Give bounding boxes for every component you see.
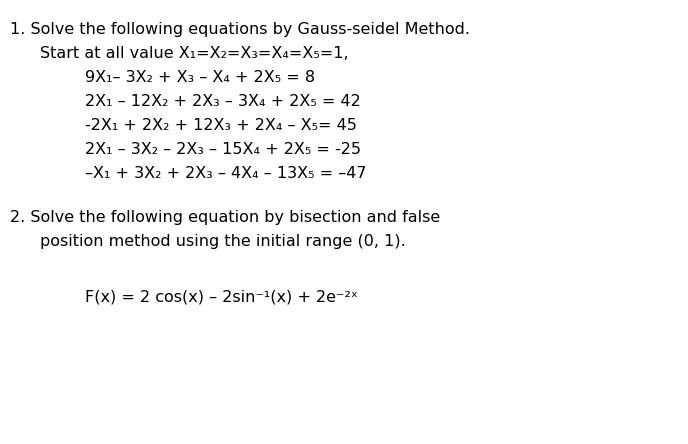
Text: position method using the initial range (0, 1).: position method using the initial range …	[40, 234, 406, 249]
Text: F(x) = 2 cos(x) – 2sin⁻¹(x) + 2e⁻²ˣ: F(x) = 2 cos(x) – 2sin⁻¹(x) + 2e⁻²ˣ	[85, 290, 358, 305]
Text: 2X₁ – 3X₂ – 2X₃ – 15X₄ + 2X₅ = -25: 2X₁ – 3X₂ – 2X₃ – 15X₄ + 2X₅ = -25	[85, 142, 361, 157]
Text: 1. Solve the following equations by Gauss-seidel Method.: 1. Solve the following equations by Gaus…	[10, 22, 470, 37]
Text: –X₁ + 3X₂ + 2X₃ – 4X₄ – 13X₅ = –47: –X₁ + 3X₂ + 2X₃ – 4X₄ – 13X₅ = –47	[85, 166, 367, 181]
Text: 9X₁– 3X₂ + X₃ – X₄ + 2X₅ = 8: 9X₁– 3X₂ + X₃ – X₄ + 2X₅ = 8	[85, 70, 315, 85]
Text: 2X₁ – 12X₂ + 2X₃ – 3X₄ + 2X₅ = 42: 2X₁ – 12X₂ + 2X₃ – 3X₄ + 2X₅ = 42	[85, 94, 361, 109]
Text: 2. Solve the following equation by bisection and false: 2. Solve the following equation by bisec…	[10, 210, 440, 225]
Text: -2X₁ + 2X₂ + 12X₃ + 2X₄ – X₅= 45: -2X₁ + 2X₂ + 12X₃ + 2X₄ – X₅= 45	[85, 118, 357, 133]
Text: Start at all value X₁=X₂=X₃=X₄=X₅=1,: Start at all value X₁=X₂=X₃=X₄=X₅=1,	[40, 46, 349, 61]
